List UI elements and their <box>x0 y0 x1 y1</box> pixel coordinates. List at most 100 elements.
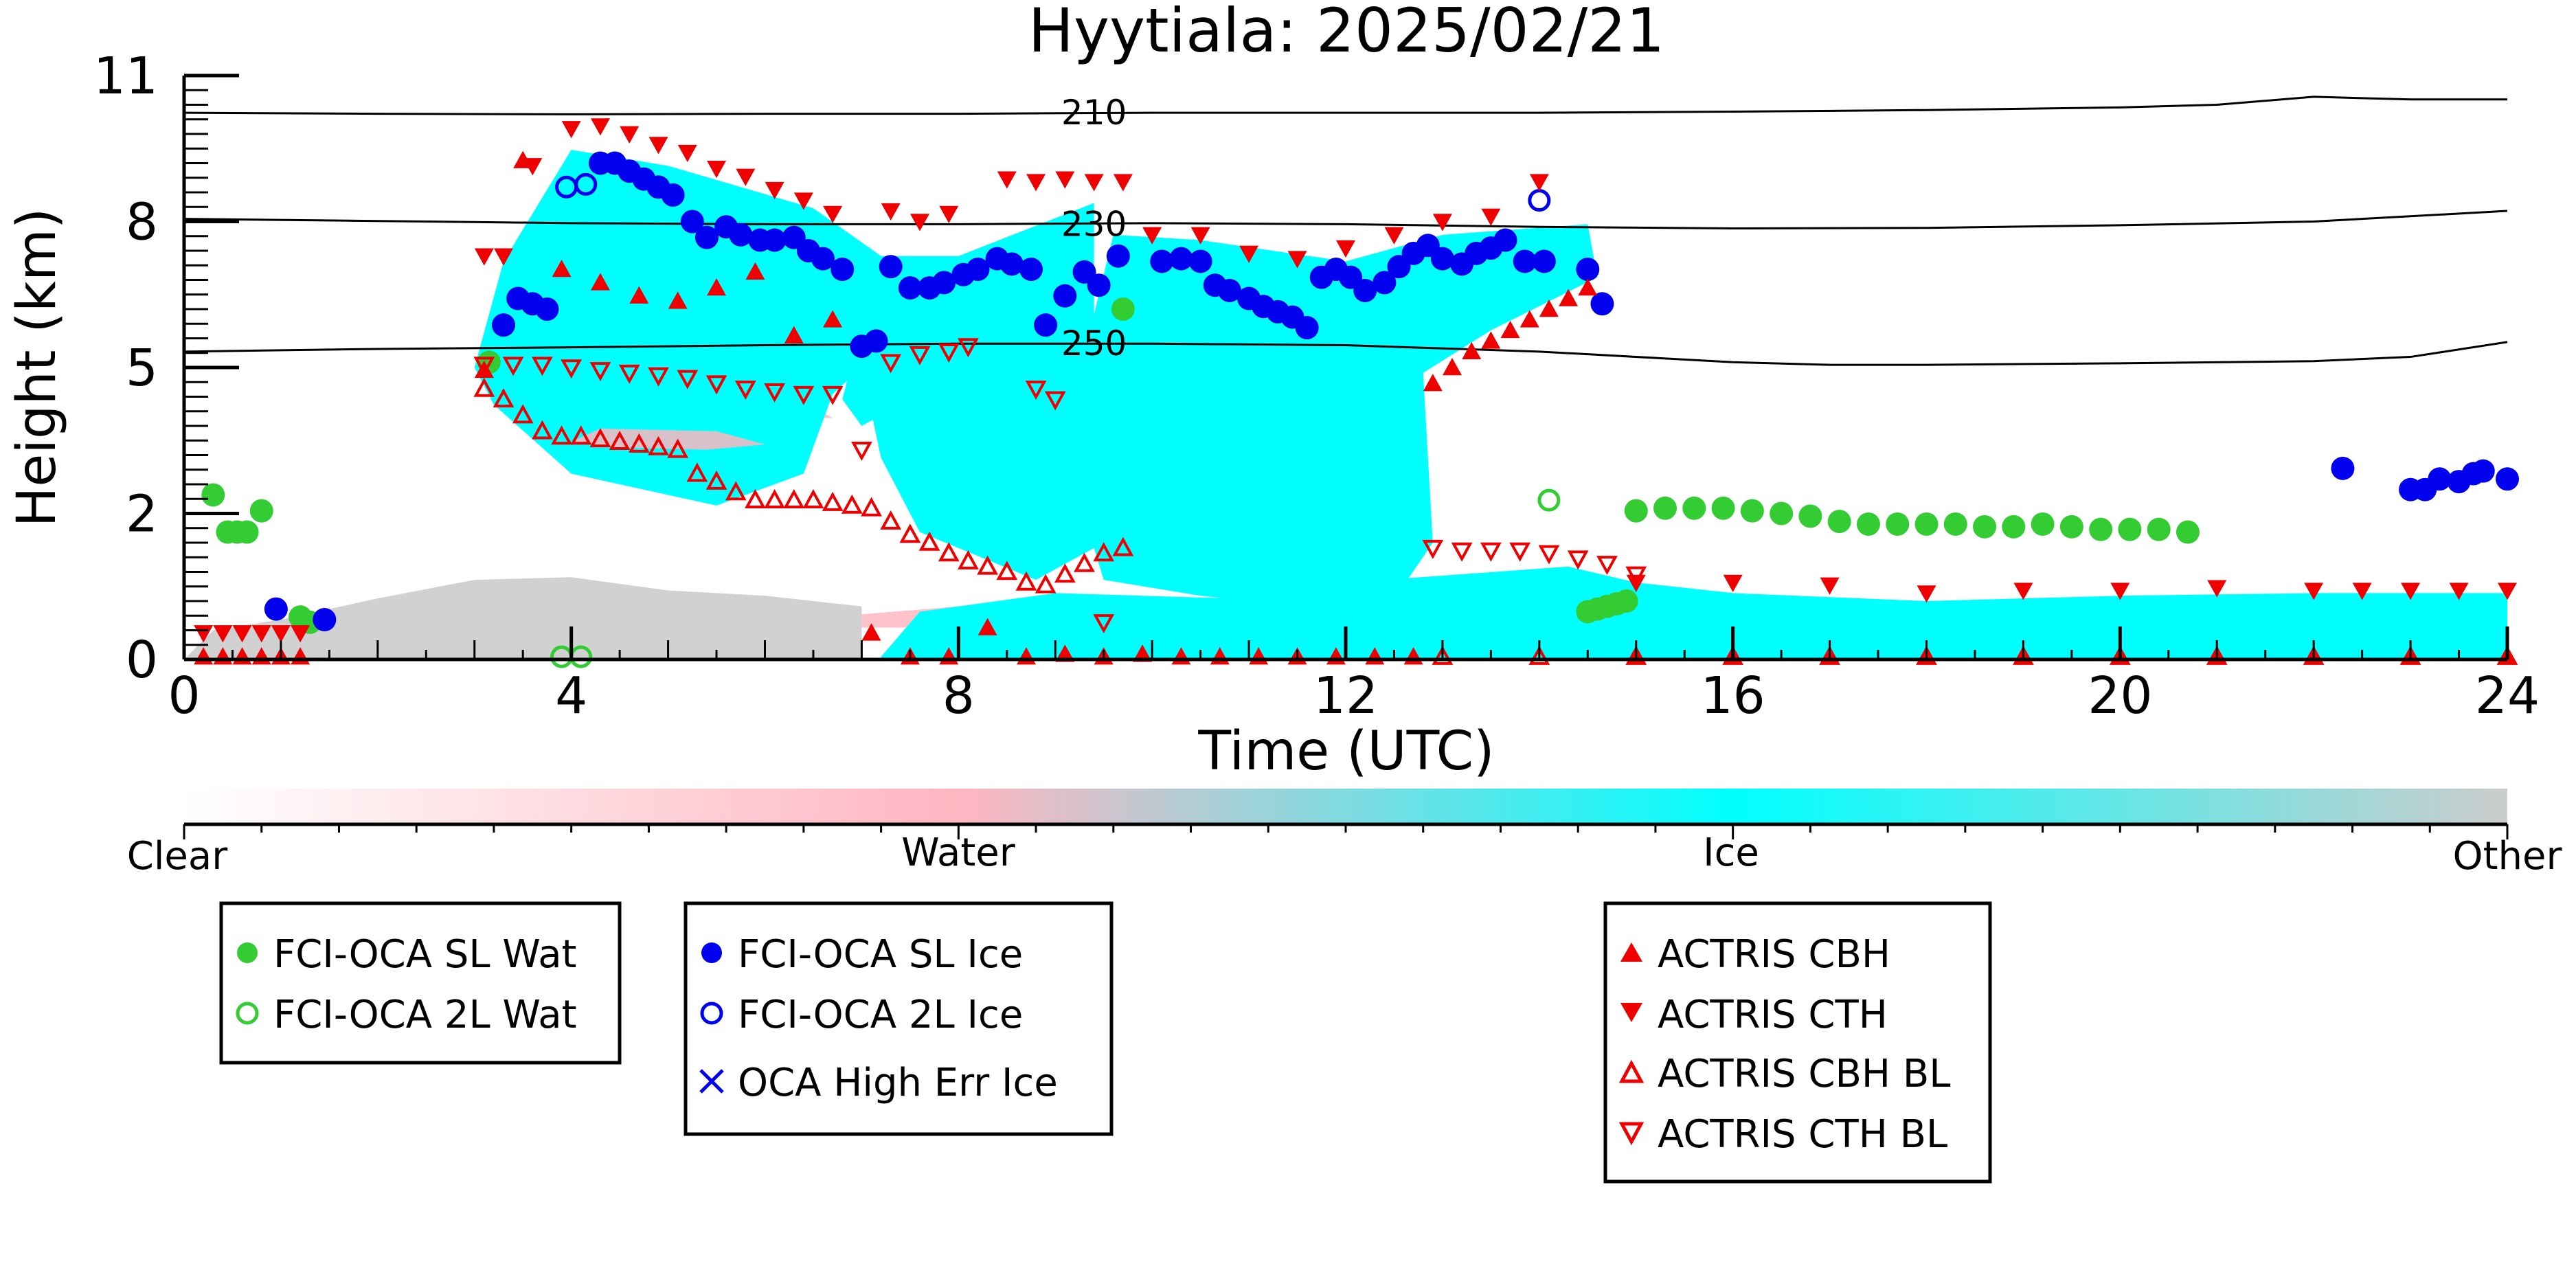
marker-actris-cth <box>1820 577 1840 595</box>
legend-label-cth-bl: ACTRIS CTH BL <box>1658 1112 1947 1157</box>
x-tick-label: 0 <box>168 666 200 725</box>
marker-fci-oca-sl-ice <box>1019 258 1043 282</box>
marker-actris-cbh-bl <box>609 431 631 450</box>
marker-actris-cbh-bl <box>589 428 611 448</box>
marker-fci-oca-sl-ice <box>864 329 888 353</box>
marker-actris-cth-bl <box>1509 542 1531 562</box>
marker-actris-cth-bl <box>618 364 640 384</box>
marker-actris-cth-bl <box>648 367 669 387</box>
marker-actris-cbh <box>474 360 494 379</box>
marker-actris-cbh-bl <box>705 470 727 490</box>
marker-fci-oca-sl-wat <box>2147 517 2171 541</box>
marker-actris-cbh-bl <box>938 542 960 562</box>
marker-actris-cth-bl <box>793 385 815 405</box>
marker-fci-oca-sl-wat <box>2118 517 2142 541</box>
marker-fci-oca-sl-ice <box>1353 278 1377 302</box>
marker-actris-cbh-bl <box>822 491 844 511</box>
marker-actris-cbh <box>784 326 804 343</box>
marker-actris-cbh <box>590 273 610 291</box>
marker-actris-cth-bl <box>1596 556 1618 576</box>
contour-line <box>183 341 2508 366</box>
marker-actris-cbh-bl <box>667 438 689 458</box>
marker-fci-oca-sl-ice <box>762 228 787 252</box>
marker-actris-cth <box>793 192 813 210</box>
marker-actris-cbh-bl <box>628 433 650 453</box>
marker-actris-cth <box>1481 208 1501 226</box>
legend-marker-cth-bl <box>1618 1122 1645 1146</box>
marker-actris-cth-bl <box>1422 539 1444 559</box>
marker-actris-cth-bl <box>938 343 960 363</box>
marker-actris-cth <box>765 181 784 200</box>
legend-marker-cth <box>1620 1003 1642 1022</box>
marker-actris-cbh-bl <box>2399 645 2421 665</box>
marker-actris-cbh <box>1462 341 1482 360</box>
marker-actris-cth <box>1055 171 1075 189</box>
y-axis-label: Height (km) <box>6 208 68 528</box>
marker-fci-oca-sl-wat <box>1914 512 1939 536</box>
marker-actris-cbh <box>1443 358 1462 376</box>
marker-actris-cbh-bl <box>996 561 1018 580</box>
marker-actris-cbh <box>1133 644 1153 662</box>
marker-actris-cbh-bl <box>686 462 708 482</box>
marker-fci-oca-sl-ice <box>1169 247 1193 271</box>
marker-fci-oca-2l-wat <box>1537 488 1561 512</box>
legend-label-high-err: OCA High Err Ice <box>738 1061 1058 1105</box>
marker-actris-cth <box>1529 174 1549 192</box>
marker-actris-cth <box>823 205 843 223</box>
marker-actris-cbh-bl <box>880 510 902 530</box>
marker-actris-cbh-bl <box>861 497 882 517</box>
marker-actris-cth-bl <box>705 375 727 395</box>
y-tick-label: 0 <box>126 631 158 690</box>
marker-actris-cth <box>474 248 494 266</box>
marker-actris-cbh-bl <box>512 404 534 424</box>
legend-water: FCI-OCA SL Wat FCI-OCA 2L Wat <box>219 901 622 1065</box>
marker-fci-oca-sl-ice <box>1295 316 1319 340</box>
marker-actris-cth <box>590 118 610 136</box>
marker-actris-cbh-bl <box>570 425 592 445</box>
marker-fci-oca-sl-wat <box>1111 297 1135 321</box>
marker-actris-cbh <box>1519 310 1539 328</box>
x-axis-label: Time (UTC) <box>1197 721 1494 782</box>
marker-actris-cbh-bl <box>1819 645 1840 665</box>
marker-actris-cth-bl <box>958 338 979 358</box>
marker-actris-cth-bl <box>764 383 785 403</box>
marker-actris-cth <box>2498 583 2517 600</box>
marker-fci-oca-sl-wat <box>2089 517 2113 541</box>
y-tick-label: 8 <box>126 193 158 252</box>
marker-actris-cbh-bl <box>648 436 669 455</box>
marker-actris-cth <box>909 214 929 231</box>
marker-actris-cbh-bl <box>802 489 824 508</box>
contour-line <box>183 95 2507 115</box>
legend-marker-cbh-bl <box>1618 1059 1645 1083</box>
marker-actris-cth <box>2013 583 2033 600</box>
marker-actris-cbh <box>1559 289 1579 306</box>
marker-actris-cth <box>736 168 756 186</box>
marker-actris-cth-bl <box>502 357 524 376</box>
marker-actris-cth <box>1384 227 1404 245</box>
marker-actris-cth <box>291 625 310 643</box>
marker-fci-oca-sl-wat <box>2002 515 2026 539</box>
marker-actris-cbh <box>707 278 727 296</box>
marker-actris-cbh-bl <box>1015 571 1037 591</box>
marker-actris-cbh-bl <box>493 388 515 408</box>
marker-fci-oca-sl-wat <box>1943 512 1967 536</box>
marker-fci-oca-sl-ice <box>535 297 559 321</box>
classification-region <box>184 577 862 659</box>
marker-actris-cbh-bl <box>473 377 495 397</box>
x-tick-label: 24 <box>2475 666 2540 725</box>
marker-actris-cbh-bl <box>2109 645 2131 665</box>
marker-actris-cth <box>2449 583 2469 600</box>
x-tick-label: 4 <box>555 666 587 725</box>
marker-actris-cbh-bl <box>1432 645 1454 665</box>
legend-actris: ACTRIS CBH ACTRIS CTH ACTRIS CBH BL ACTR… <box>1603 901 1992 1184</box>
marker-fci-oca-sl-wat <box>1740 499 1764 523</box>
marker-actris-cbh <box>552 260 572 278</box>
marker-fci-oca-sl-wat <box>2031 512 2055 536</box>
marker-actris-cbh <box>668 291 688 309</box>
marker-fci-oca-sl-ice <box>1053 284 1077 308</box>
marker-actris-cth-bl <box>880 354 902 374</box>
marker-actris-cth <box>1917 585 1936 603</box>
marker-actris-cth-bl <box>909 346 931 365</box>
marker-fci-oca-2l-ice <box>1528 189 1551 212</box>
marker-fci-oca-sl-ice <box>2331 456 2355 480</box>
